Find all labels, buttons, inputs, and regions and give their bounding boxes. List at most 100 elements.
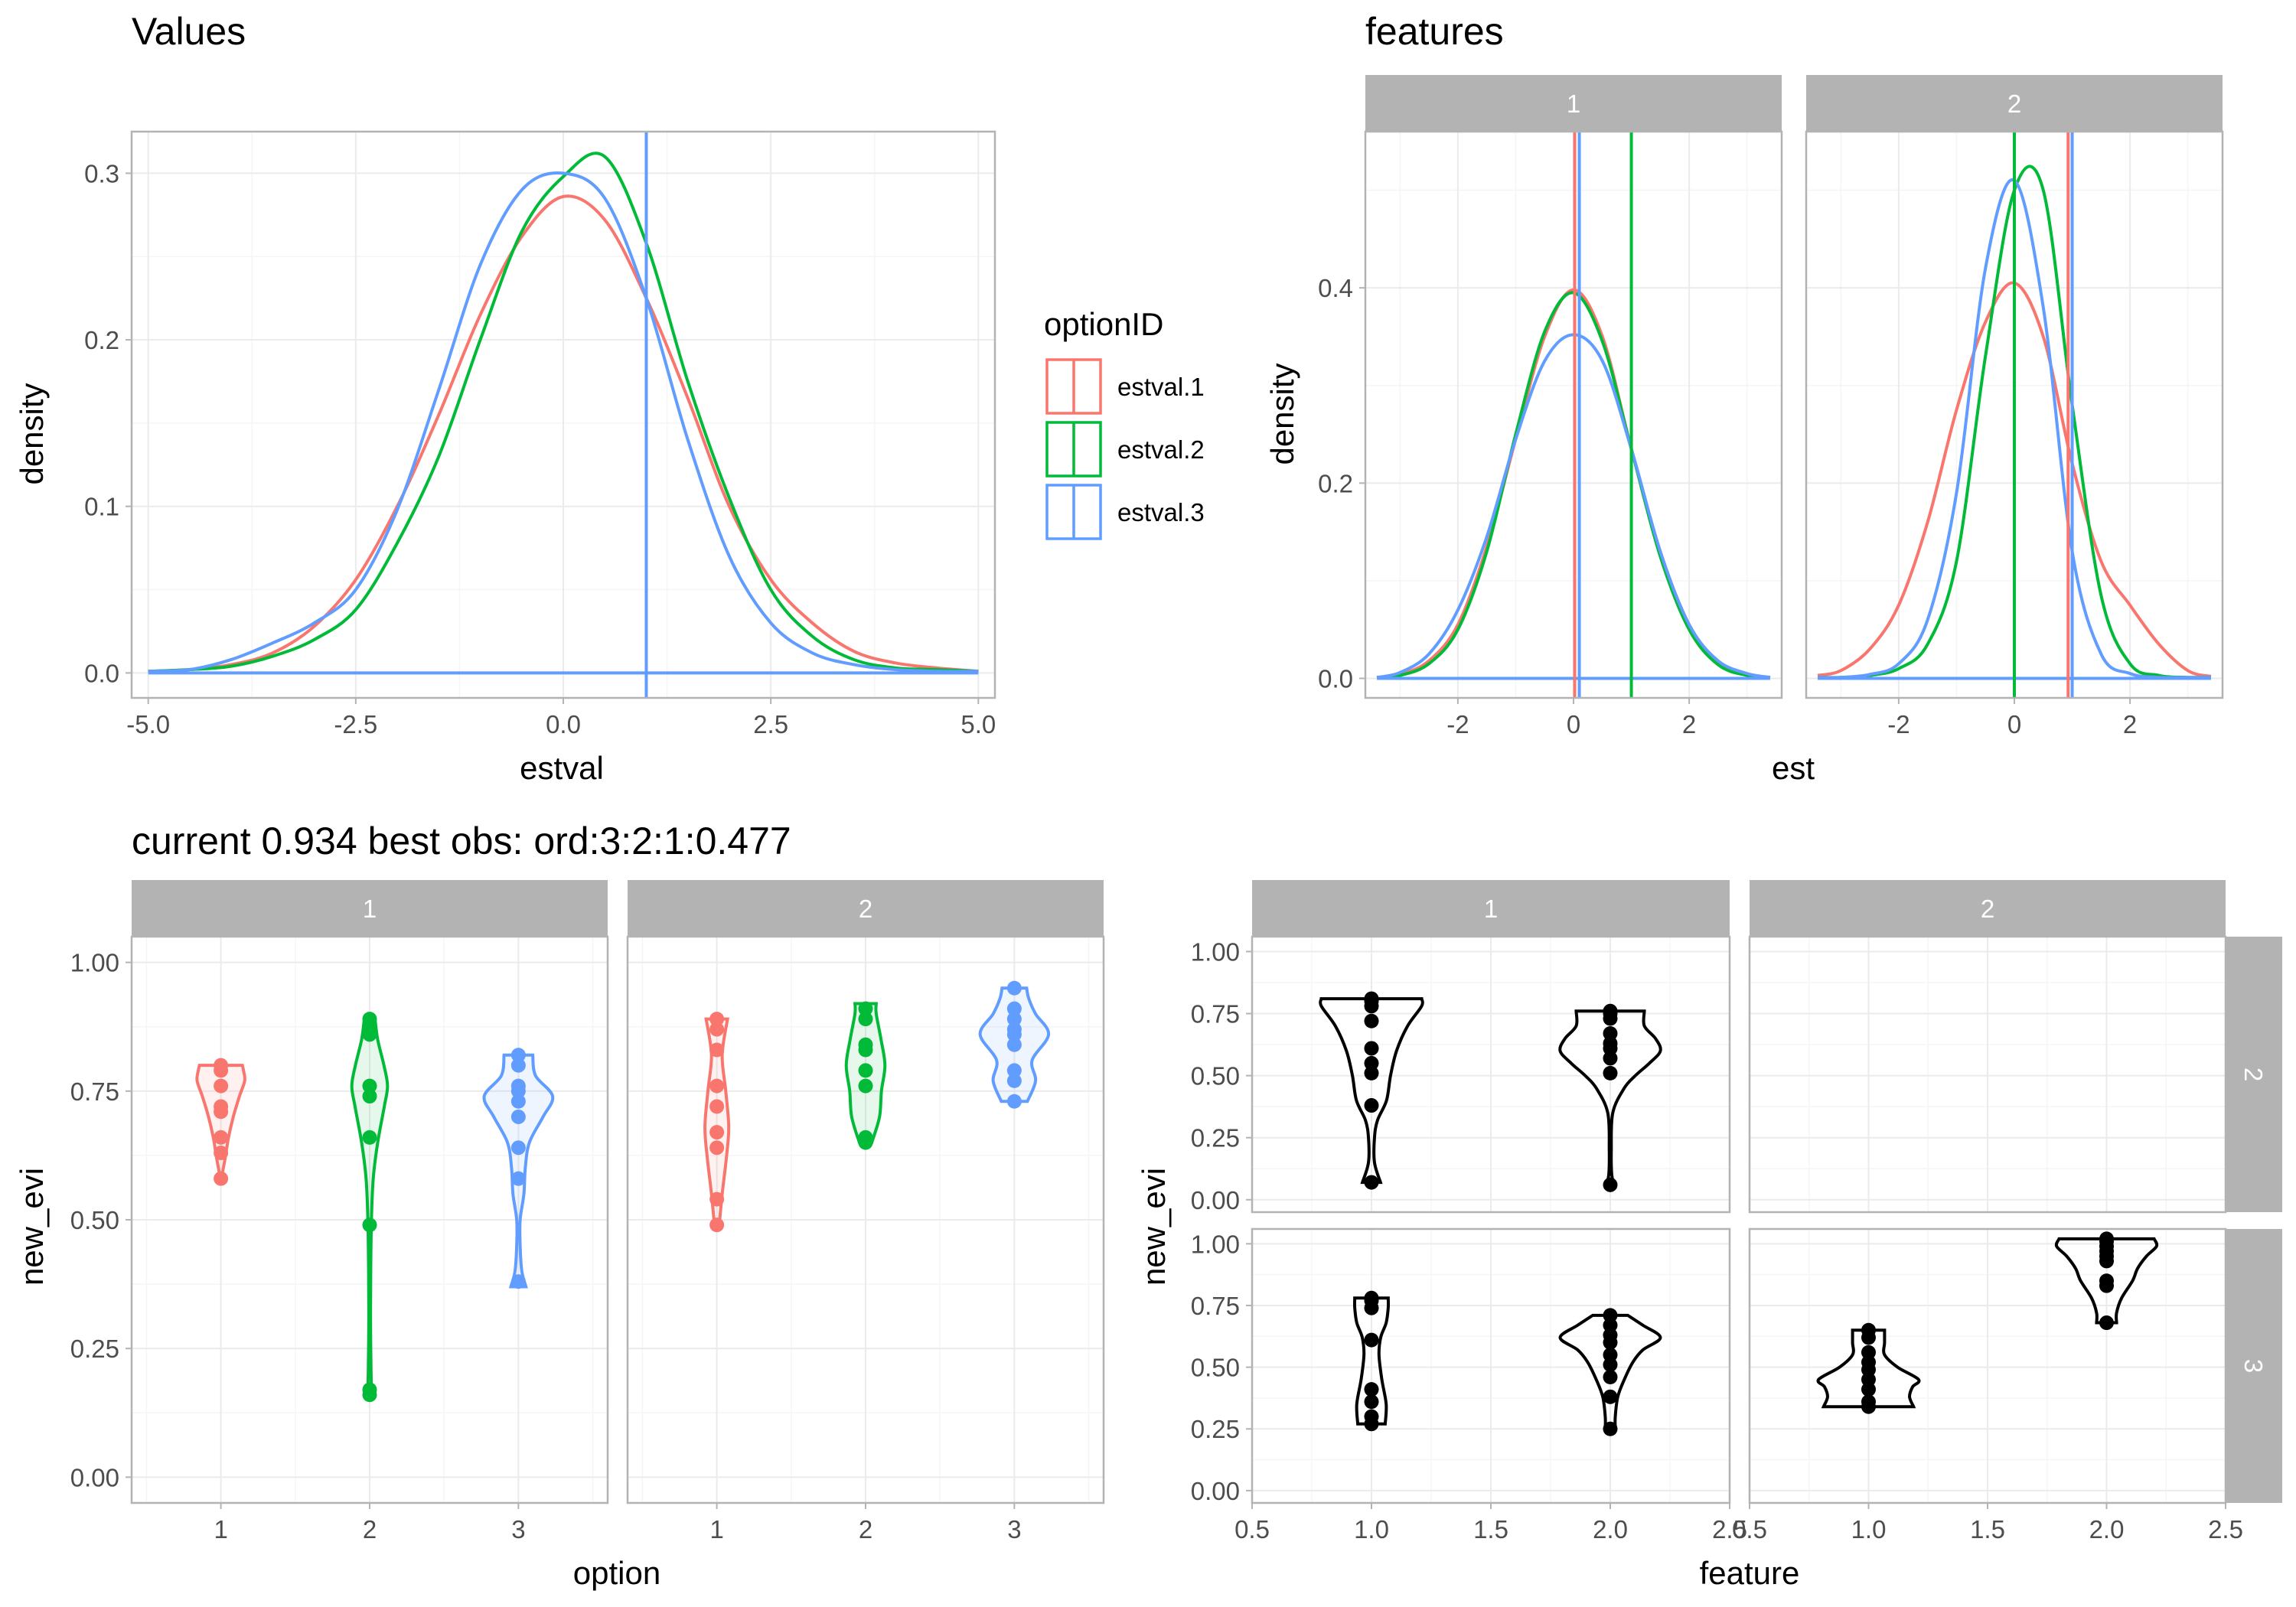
- x-tick-label: 2: [363, 1515, 377, 1543]
- data-point: [1006, 980, 1022, 996]
- chart-title-values: Values: [132, 10, 246, 53]
- x-tick-label: 2.5: [1712, 1515, 1747, 1543]
- data-point: [2099, 1231, 2114, 1247]
- legend: optionID estval.1 estval.2 estval.3: [1044, 306, 1205, 540]
- data-point: [510, 1078, 526, 1094]
- x-tick-label: 1: [214, 1515, 227, 1543]
- legend-title: optionID: [1044, 306, 1163, 342]
- facet-strip-label: 2: [2239, 1068, 2268, 1081]
- data-point: [858, 1063, 873, 1078]
- y-tick-label: 0.50: [1191, 1354, 1240, 1382]
- y-tick-label: 0.50: [1191, 1062, 1240, 1090]
- data-point: [1364, 1098, 1379, 1113]
- data-point: [1006, 1094, 1022, 1109]
- y-tick-label: 0.2: [1318, 469, 1353, 497]
- data-point: [214, 1171, 229, 1186]
- panel-values: 0.0 0.1 0.2 0.3 -5.0 -2.5 0.0 2.5 5.0: [84, 130, 996, 738]
- data-point: [362, 1382, 377, 1397]
- data-point: [1364, 1055, 1379, 1071]
- x-tick-label: 0: [2007, 710, 2021, 738]
- x-tick-label: -2.5: [334, 710, 377, 738]
- panel-border: [130, 935, 609, 1504]
- data-point: [362, 1217, 377, 1233]
- data-point: [858, 1078, 873, 1094]
- violin-shape: [1319, 997, 1424, 1185]
- x-tick-label: 3: [511, 1515, 525, 1543]
- data-point: [510, 1274, 526, 1289]
- x-tick-label: 2.0: [2089, 1515, 2125, 1543]
- x-axis-label-values: estval: [520, 750, 604, 786]
- facet-strip: 2: [1750, 880, 2226, 937]
- panel-violins-option-1: 0.00 0.25 0.50 0.75 1.00 1 2 3: [70, 935, 609, 1543]
- facet-strip-background: [1750, 880, 2226, 937]
- x-tick-label: 1: [709, 1515, 723, 1543]
- facet-strip: 2: [2226, 937, 2282, 1212]
- data-point: [214, 1146, 229, 1161]
- data-point: [510, 1094, 526, 1109]
- density-line-estval-2: [148, 152, 979, 673]
- data-point: [1603, 1347, 1618, 1362]
- data-point: [214, 1129, 229, 1145]
- facet-strip-background: [628, 880, 1104, 937]
- y-tick-label: 0.0: [1318, 664, 1353, 693]
- data-point: [1006, 1073, 1022, 1088]
- x-axis-label-violins-feature: feature: [1700, 1555, 1800, 1591]
- legend-label: estval.1: [1117, 373, 1205, 401]
- y-tick-label: 0.75: [1191, 1292, 1240, 1320]
- x-axis-label-violins-option: option: [573, 1555, 660, 1591]
- y-tick-label: 0.4: [1318, 274, 1353, 302]
- violin-shape: [1558, 1009, 1662, 1187]
- data-point: [1603, 1065, 1618, 1081]
- y-tick-label: 0.25: [1191, 1415, 1240, 1443]
- panel-violins-option-2: 1 2 3: [626, 935, 1105, 1543]
- y-tick-label: 0.50: [70, 1206, 119, 1234]
- data-point: [510, 1058, 526, 1073]
- legend-key-estval-1: estval.1: [1045, 358, 1205, 415]
- data-point: [1603, 1003, 1618, 1019]
- y-tick-label: 0.75: [70, 1077, 119, 1106]
- y-tick-label: 0.25: [1191, 1124, 1240, 1152]
- x-tick-label: 1.0: [1354, 1515, 1389, 1543]
- panel-border: [130, 130, 996, 699]
- data-point: [1861, 1394, 1876, 1410]
- facet-strip-label: 2: [1981, 895, 1994, 923]
- panel-border: [1805, 130, 2224, 699]
- facet-strip-background: [1806, 75, 2223, 132]
- facet-strip-label: 2: [2007, 90, 2021, 118]
- violin-shape: [482, 1053, 555, 1289]
- facet-strip-label: 2: [859, 895, 872, 923]
- y-tick-label: 0.25: [70, 1335, 119, 1363]
- violin-shape: [1816, 1328, 1921, 1409]
- violin-shape: [1352, 1296, 1391, 1426]
- data-point: [362, 1078, 377, 1094]
- facet-strip: 2: [1806, 75, 2223, 132]
- x-tick-label: 5.0: [960, 710, 996, 738]
- x-tick-label: 0.0: [546, 710, 581, 738]
- data-point: [858, 1129, 873, 1145]
- panels: 0.0 0.1 0.2 0.3 -5.0 -2.5 0.0 2.5 5.0 1 0.0 0.2 0.4 -…: [70, 75, 2282, 1543]
- x-tick-label: 0: [1567, 710, 1580, 738]
- data-point: [1861, 1345, 1876, 1360]
- data-point: [1006, 1022, 1022, 1037]
- facet-strip-label: 1: [1484, 895, 1498, 923]
- legend-key-estval-2: estval.2: [1045, 421, 1205, 478]
- y-axis-label-violins-option: new_evi: [14, 1168, 50, 1286]
- data-point: [709, 1140, 725, 1156]
- facet-strip-background: [1252, 880, 1730, 937]
- data-point: [1006, 1037, 1022, 1052]
- data-point: [2099, 1273, 2114, 1289]
- panel-features-1: 0.0 0.2 0.4 -2 0 2: [1318, 130, 1783, 738]
- panel-border: [626, 935, 1105, 1504]
- data-point: [858, 1012, 873, 1027]
- facet-strip-label: 1: [1567, 90, 1580, 118]
- y-tick-label: 0.3: [84, 159, 119, 187]
- legend-keys: estval.1 estval.2 estval.3: [1045, 358, 1205, 540]
- x-tick-label: 2.5: [2208, 1515, 2243, 1543]
- data-point: [1364, 1013, 1379, 1028]
- x-tick-label: -5.0: [126, 710, 170, 738]
- panel-violins-feature-r3-c2: 0.5 1.0 1.5 2.0 2.5: [1732, 1227, 2243, 1543]
- data-point: [1364, 1041, 1379, 1056]
- y-tick-label: 0.00: [1191, 1477, 1240, 1505]
- data-point: [362, 1129, 377, 1145]
- panel-border: [1251, 1227, 1731, 1504]
